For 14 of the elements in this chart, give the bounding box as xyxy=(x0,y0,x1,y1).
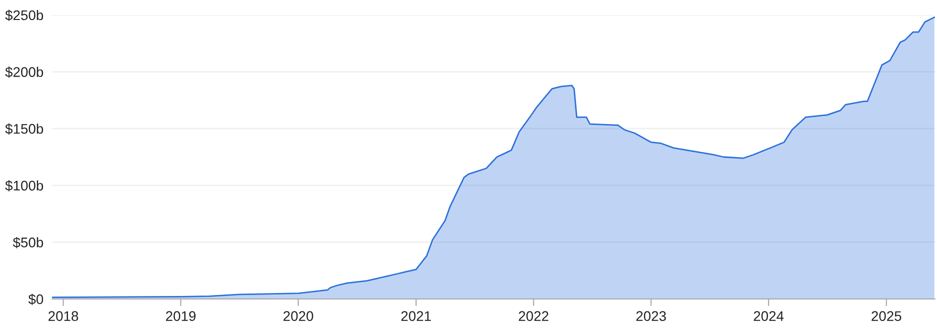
y-tick-label: $200b xyxy=(5,66,44,78)
x-tick-label: 2018 xyxy=(48,311,78,322)
x-tick-label: 2019 xyxy=(166,311,196,322)
y-tick-label: $100b xyxy=(5,180,44,192)
x-tick-label: 2022 xyxy=(518,311,548,322)
y-tick-label: $150b xyxy=(5,123,44,135)
x-tick-label: 2021 xyxy=(401,311,431,322)
y-tick-label: $0 xyxy=(28,294,44,305)
y-tick-label: $250b xyxy=(5,10,44,21)
x-tick-label: 2025 xyxy=(872,311,902,322)
x-tick-label: 2023 xyxy=(636,311,666,322)
x-tick-label: 2024 xyxy=(754,311,784,322)
x-tick-label: 2020 xyxy=(284,311,314,322)
y-tick-label: $50b xyxy=(12,236,44,248)
